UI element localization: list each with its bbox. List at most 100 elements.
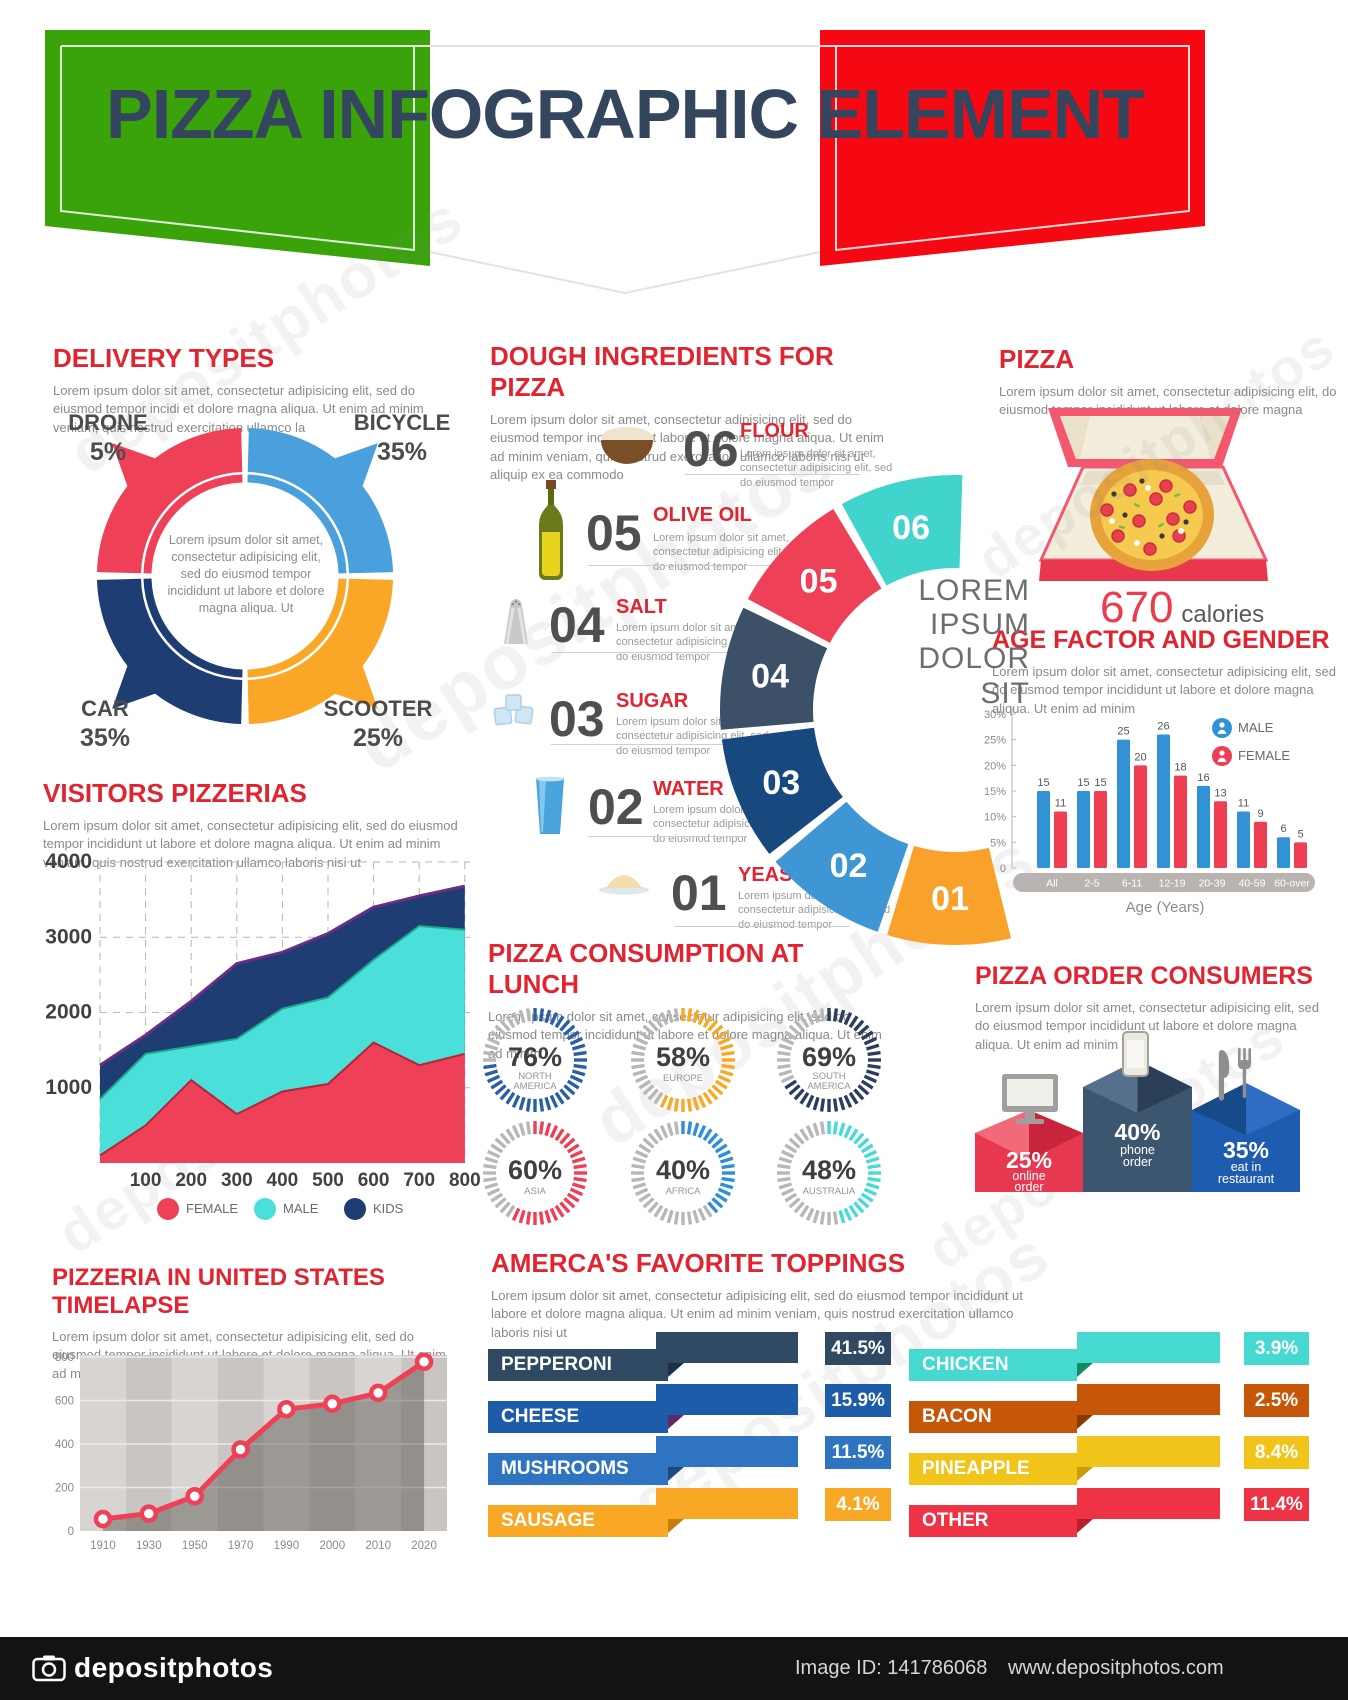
- gauge-tick: [793, 1132, 805, 1145]
- gauge-tick: [778, 1043, 793, 1051]
- topping-bar: [1077, 1436, 1220, 1467]
- gauge-tick: [499, 1088, 511, 1101]
- gauge-tick: [853, 1132, 865, 1145]
- gauge-tick: [863, 1074, 878, 1084]
- gauge-tick: [659, 1011, 669, 1026]
- svg-text:25: 25: [1117, 726, 1129, 738]
- gauge-africa: 40%AFRICA: [631, 1121, 735, 1225]
- gauge-tick: [571, 1069, 586, 1077]
- svg-text:500: 500: [312, 1170, 344, 1191]
- slice-percent: 35%: [79, 724, 131, 752]
- ingredient-separator: [551, 744, 735, 745]
- section-heading: VISITORS PIZZERIAS: [43, 778, 307, 808]
- gauge-tick: [566, 1143, 580, 1154]
- bar-male: [1077, 791, 1090, 868]
- gauge-tick: [848, 1128, 859, 1142]
- area-edge: [99, 1041, 466, 1157]
- water-glass-icon: [534, 776, 566, 841]
- data-point: [139, 1504, 159, 1523]
- arc-segment: [841, 474, 963, 586]
- gauge-tick: [554, 1015, 565, 1029]
- svg-text:30%: 30%: [984, 709, 1006, 721]
- flour-bowl-icon: [598, 420, 656, 471]
- svg-text:1910: 1910: [90, 1540, 116, 1552]
- svg-text:0: 0: [68, 1526, 74, 1538]
- topping-name: OTHER: [909, 1505, 1077, 1537]
- topping-bar: [656, 1436, 798, 1467]
- yeast-pile-icon: [598, 868, 650, 901]
- gauge-tick: [499, 1132, 511, 1145]
- topping-name: PINEAPPLE: [909, 1453, 1077, 1485]
- gauge-tick: [642, 1084, 655, 1096]
- svg-text:6: 6: [1280, 823, 1286, 835]
- plot-band: [125, 1355, 172, 1531]
- gauge-tick: [784, 1192, 798, 1203]
- data-point: [277, 1399, 296, 1419]
- section-body: Lorem ipsum dolor sit amet, consectetur …: [53, 383, 424, 435]
- svg-text:All: All: [1046, 878, 1058, 890]
- section-heading: PIZZA: [999, 344, 1075, 374]
- donut-inner-ring: [143, 474, 243, 574]
- svg-text:60%: 60%: [508, 1155, 562, 1185]
- gauge-tick: [634, 1187, 649, 1197]
- gauge-tick: [571, 1156, 586, 1164]
- data-point: [93, 1509, 113, 1529]
- gauge-tick: [717, 1036, 732, 1046]
- svg-text:1930: 1930: [136, 1540, 162, 1552]
- gauge-tick: [686, 1008, 693, 1022]
- visitors-pizzerias-section: VISITORS PIZZERIAS Lorem ipsum dolor sit…: [43, 778, 463, 872]
- gauge-tick: [563, 1197, 576, 1209]
- topping-value: 2.5%: [1244, 1384, 1309, 1417]
- gauge-tick: [632, 1069, 647, 1077]
- olive-oil-bottle-icon: [536, 480, 566, 587]
- gauge-tick: [848, 1015, 859, 1029]
- ingredient-separator: [551, 652, 735, 653]
- gauge-tick: [518, 1209, 526, 1224]
- plot-band: [80, 1355, 126, 1531]
- section-heading: DOUGH INGREDIENTS FOR PIZZA: [490, 341, 834, 402]
- gauge-tick: [863, 1149, 878, 1159]
- gauge-tick: [867, 1163, 881, 1170]
- svg-text:400: 400: [267, 1170, 299, 1191]
- gauge-tick: [554, 1128, 565, 1142]
- gauge-tick: [642, 1197, 655, 1209]
- gauge-tick: [638, 1030, 652, 1041]
- section-body: Lorem ipsum dolor sit amet, consectetur …: [43, 818, 458, 870]
- plot-band: [401, 1355, 447, 1531]
- plot-band: [263, 1355, 310, 1531]
- gauge-tick: [819, 1211, 826, 1225]
- gauge-tick: [653, 1091, 664, 1105]
- slice-percent: 5%: [89, 438, 127, 466]
- italian-flag-banner: [45, 30, 1205, 295]
- gauge-tick: [702, 1128, 713, 1142]
- gauge-tick: [697, 1207, 707, 1222]
- gauge-tick: [777, 1050, 791, 1057]
- svg-text:10%: 10%: [984, 812, 1006, 824]
- topping-bar-fold: [668, 1467, 684, 1481]
- footer-site-url[interactable]: www.depositphotos.com: [1008, 1657, 1224, 1679]
- gauge-asia: 60%ASIA: [483, 1121, 587, 1225]
- ingredient-desc: Lorem ipsum dolor sit amet, consectetur …: [653, 532, 806, 573]
- gauge-tick: [793, 1019, 805, 1032]
- gauge-tick: [647, 1019, 659, 1032]
- salt-shaker-icon: [500, 598, 532, 653]
- svg-text:03: 03: [762, 764, 800, 802]
- svg-text:0: 0: [1000, 863, 1006, 875]
- delivery-types-section: DELIVERY TYPES Lorem ipsum dolor sit ame…: [53, 343, 445, 437]
- gauge-tick: [659, 1124, 669, 1139]
- svg-text:25%: 25%: [1006, 1147, 1052, 1173]
- gauge-tick: [673, 1121, 680, 1135]
- gauge-tick: [571, 1043, 586, 1051]
- donut-segment: [247, 578, 393, 724]
- gauge-tick: [805, 1124, 815, 1139]
- ingredient-separator: [674, 926, 850, 927]
- topping-bar: [1077, 1332, 1220, 1363]
- bar-male: [1037, 791, 1050, 868]
- flag-green-panel: [45, 30, 430, 266]
- ingredient-number: 06: [683, 421, 739, 477]
- svg-text:AFRICA: AFRICA: [666, 1186, 702, 1197]
- bar-female: [1214, 801, 1227, 868]
- gauge-tick: [857, 1084, 870, 1096]
- svg-text:ASIA: ASIA: [524, 1186, 546, 1197]
